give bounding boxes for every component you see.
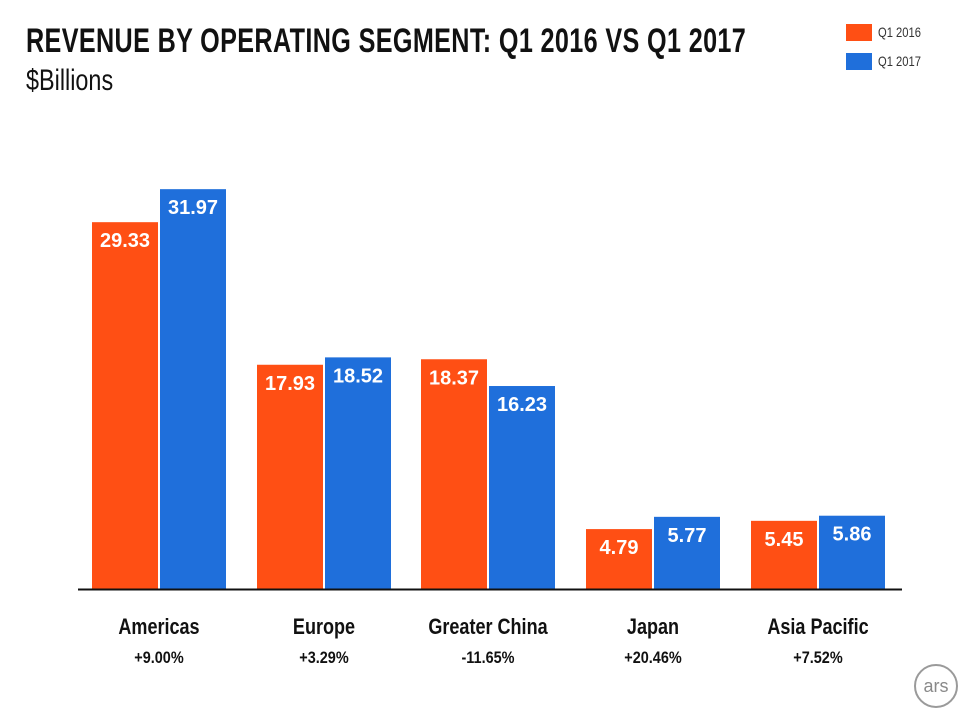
bar-americas-q1-2016 <box>92 222 158 589</box>
bar-japan-q1-2016 <box>586 529 652 589</box>
chart-title: REVENUE BY OPERATING SEGMENT: Q1 2016 VS… <box>26 22 747 60</box>
bar-asia-pacific-q1-2016 <box>751 520 817 589</box>
bar-greater-china-q1-2017 <box>489 386 555 589</box>
legend-swatch-q1-2016 <box>846 23 872 41</box>
data-label: 18.52 <box>333 365 383 387</box>
ars-logo: ars <box>914 664 958 708</box>
category-label: Japan <box>627 615 679 639</box>
data-label: 18.37 <box>429 367 479 389</box>
legend-item-q1-2016: Q1 2016 <box>846 20 932 44</box>
data-label: 5.86 <box>833 524 872 546</box>
change-label: -11.65% <box>462 649 515 667</box>
category-label: Asia Pacific <box>767 615 868 639</box>
data-label: 4.79 <box>600 537 639 559</box>
bar-greater-china-q1-2016 <box>421 359 487 589</box>
bar-americas-q1-2017 <box>160 189 226 589</box>
category-label: Europe <box>293 615 355 639</box>
bar-europe-q1-2016 <box>257 364 323 589</box>
data-label: 31.97 <box>168 197 218 219</box>
change-label: +7.52% <box>793 649 842 667</box>
data-label: 29.33 <box>100 230 150 252</box>
ars-logo-text: ars <box>923 675 949 696</box>
data-label: 17.93 <box>265 373 315 395</box>
bar-japan-q1-2017 <box>654 516 720 589</box>
legend-label-q1-2017: Q1 2017 <box>878 53 921 69</box>
bar-asia-pacific-q1-2017 <box>819 515 885 589</box>
data-label: 5.77 <box>668 525 707 547</box>
data-label: 16.23 <box>497 394 547 416</box>
chart-subtitle: $Billions <box>26 64 114 97</box>
legend-item-q1-2017: Q1 2017 <box>846 49 932 73</box>
category-label: Americas <box>118 615 199 639</box>
data-label: 5.45 <box>765 529 804 551</box>
bar-europe-q1-2017 <box>325 357 391 589</box>
change-label: +20.46% <box>624 649 681 667</box>
change-label: +9.00% <box>134 649 183 667</box>
legend: Q1 2016 Q1 2017 <box>846 20 932 78</box>
legend-swatch-q1-2017 <box>846 52 872 70</box>
change-label: +3.29% <box>299 649 348 667</box>
category-label: Greater China <box>428 615 548 639</box>
legend-label-q1-2016: Q1 2016 <box>878 24 921 40</box>
